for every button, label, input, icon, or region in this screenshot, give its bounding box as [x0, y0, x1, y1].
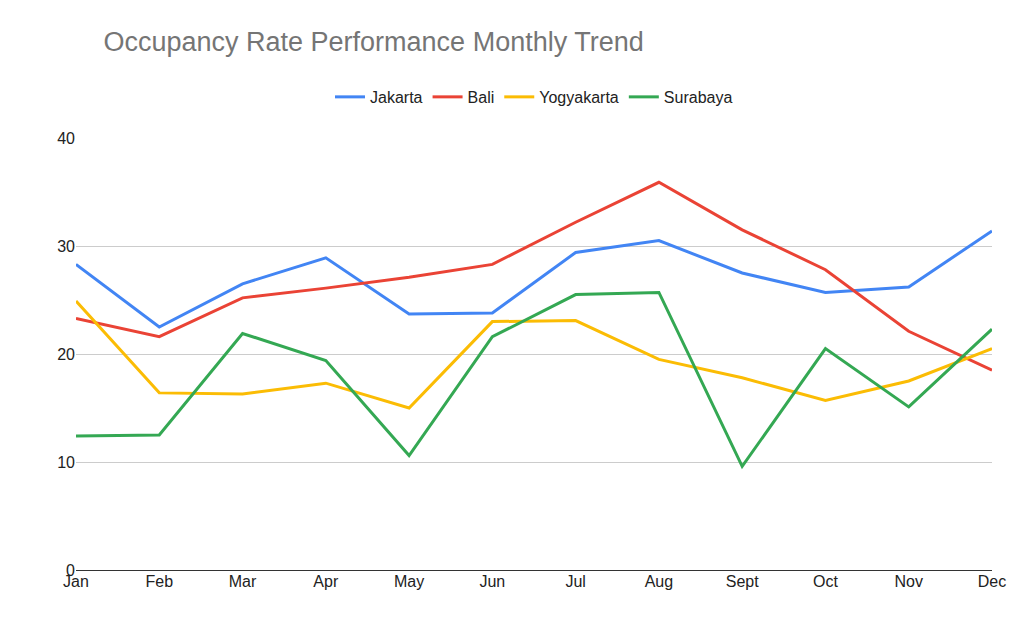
svg-text:May: May [394, 573, 424, 590]
svg-text:Jul: Jul [565, 573, 585, 590]
svg-text:10: 10 [57, 454, 75, 471]
svg-text:Aug: Aug [645, 573, 673, 590]
svg-text:Jan: Jan [63, 573, 89, 590]
svg-text:Mar: Mar [229, 573, 257, 590]
svg-text:Oct: Oct [813, 573, 838, 590]
svg-text:Occupancy Rate Performance Mon: Occupancy Rate Performance Monthly Trend [103, 27, 643, 57]
svg-text:Bali: Bali [468, 89, 495, 106]
svg-text:Surabaya: Surabaya [664, 89, 733, 106]
svg-text:Nov: Nov [895, 573, 923, 590]
svg-text:Feb: Feb [145, 573, 173, 590]
svg-text:Jun: Jun [479, 573, 505, 590]
svg-text:30: 30 [57, 238, 75, 255]
svg-text:20: 20 [57, 346, 75, 363]
svg-text:Apr: Apr [313, 573, 339, 590]
svg-text:Dec: Dec [978, 573, 1006, 590]
svg-text:Sept: Sept [726, 573, 759, 590]
svg-text:0: 0 [66, 562, 75, 579]
svg-text:Yogyakarta: Yogyakarta [539, 89, 619, 106]
svg-text:Jakarta: Jakarta [370, 89, 423, 106]
svg-text:40: 40 [57, 130, 75, 147]
